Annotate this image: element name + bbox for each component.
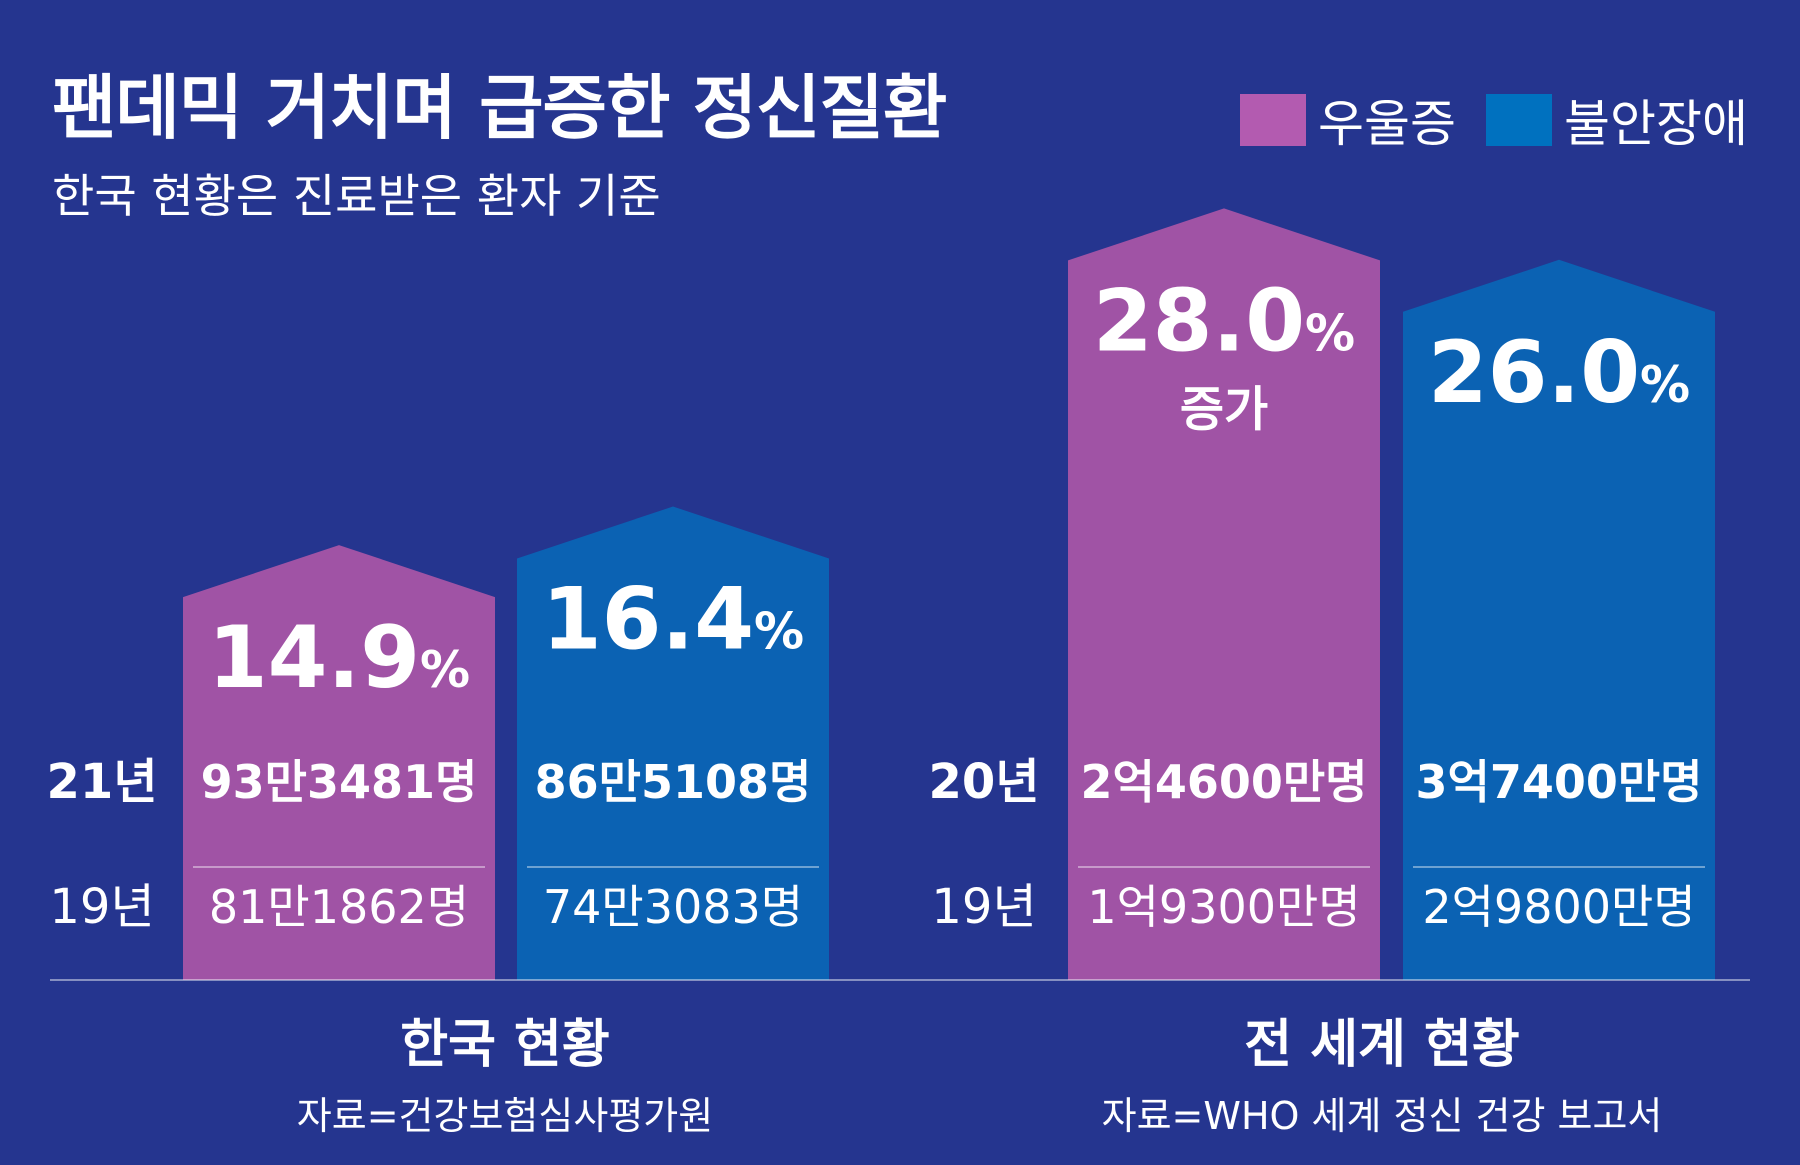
bar-value-label: 14.9%: [208, 608, 470, 708]
year-label-recent: 21년: [47, 754, 158, 810]
bar-count-recent: 3억7400만명: [1416, 755, 1703, 809]
bar-value-label: 16.4%: [542, 570, 804, 670]
bar-note-label: 증가: [1180, 381, 1268, 437]
legend-swatch-depression: [1240, 94, 1306, 146]
bar-count-recent: 2억4600만명: [1081, 755, 1368, 809]
legend-item-depression: 우울증: [1240, 84, 1456, 156]
group-source-korea: 자료=건강보험심사평가원: [296, 1094, 714, 1138]
legend-item-anxiety: 불안장애: [1486, 84, 1748, 156]
year-label-recent: 20년: [929, 754, 1040, 810]
group-title-world: 전 세계 현황: [1244, 1015, 1520, 1075]
bar-count-previous: 1억9300만명: [1087, 880, 1360, 934]
legend-swatch-anxiety: [1486, 94, 1552, 146]
bar-value-label: 26.0%: [1428, 323, 1690, 423]
bar: [1403, 259, 1715, 980]
bar-count-previous: 2억9800만명: [1422, 880, 1695, 934]
year-label-previous: 19년: [931, 879, 1036, 935]
bar: [183, 545, 495, 980]
bar-count-recent: 86만5108명: [535, 755, 812, 809]
bar: [517, 506, 829, 980]
bar-count-previous: 74만3083명: [543, 880, 803, 934]
chart-title: 팬데믹 거치며 급증한 정신질환: [52, 67, 947, 149]
group-source-world: 자료=WHO 세계 정신 건강 보고서: [1101, 1094, 1663, 1138]
bar-value-label: 28.0%: [1093, 271, 1355, 371]
bar-count-previous: 81만1862명: [209, 880, 469, 934]
legend-label-anxiety: 불안장애: [1564, 95, 1748, 153]
chart-subtitle: 한국 현황은 진료받은 환자 기준: [52, 169, 661, 223]
legend-label-depression: 우울증: [1318, 95, 1456, 153]
bar-count-recent: 93만3481명: [201, 755, 478, 809]
group-title-korea: 한국 현황: [400, 1015, 610, 1075]
bar: [1068, 208, 1380, 980]
legend: 우울증 불안장애: [1240, 84, 1748, 156]
year-label-previous: 19년: [49, 879, 154, 935]
